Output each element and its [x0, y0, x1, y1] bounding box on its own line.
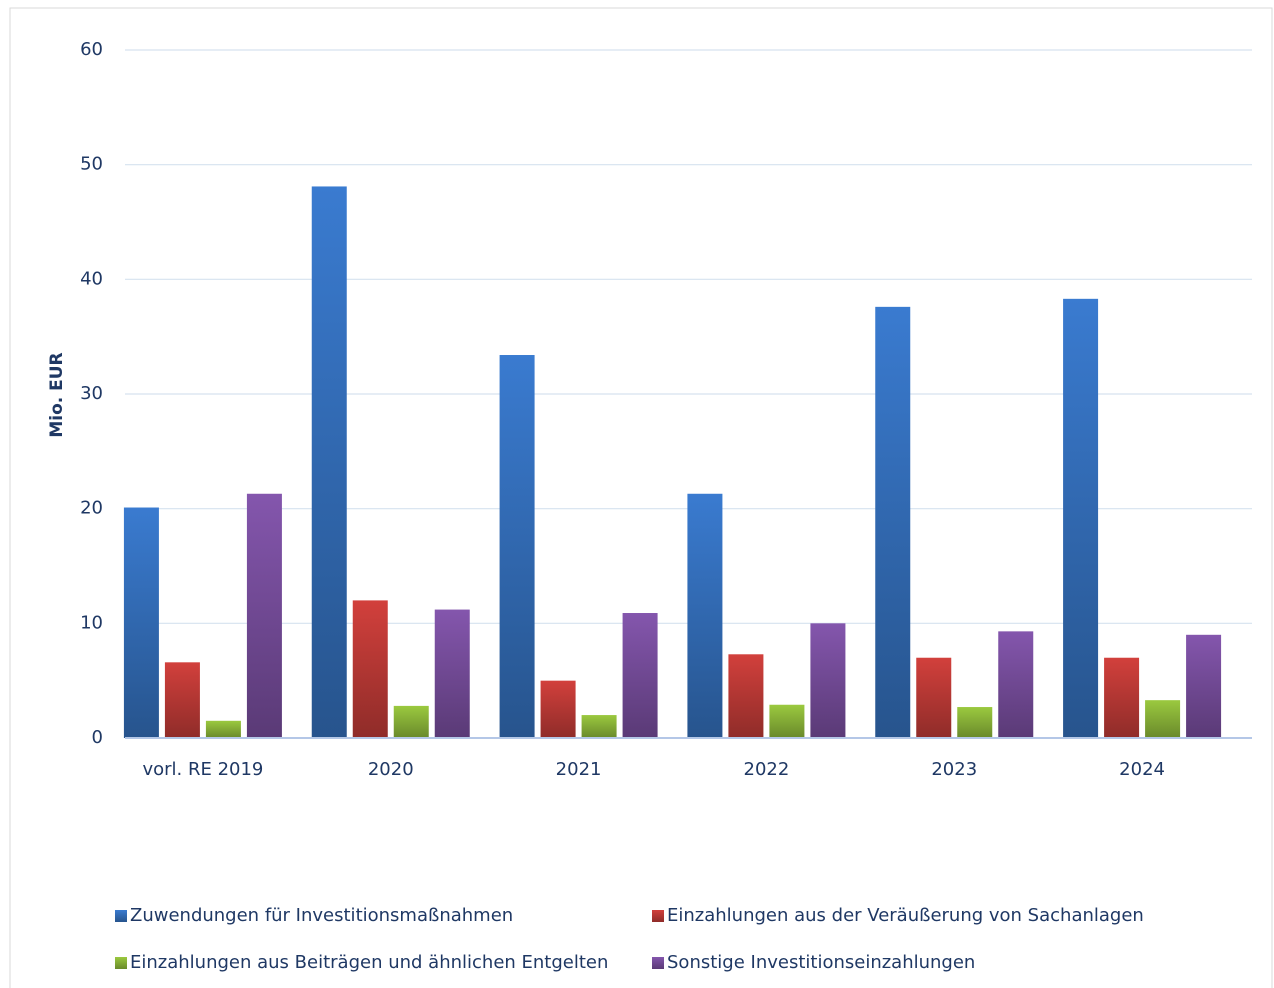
bar — [875, 306, 911, 738]
bar — [352, 600, 388, 738]
bar — [810, 623, 846, 738]
bar — [205, 720, 241, 738]
legend-swatch — [115, 910, 127, 922]
y-tick-label: 10 — [80, 612, 103, 633]
bar — [1145, 700, 1181, 738]
bar — [1104, 657, 1140, 738]
bar — [1063, 298, 1099, 738]
bar — [123, 507, 159, 738]
bar — [916, 657, 952, 738]
bar — [540, 680, 576, 738]
x-tick-label: 2024 — [1119, 759, 1165, 780]
x-tick-label: 2020 — [368, 759, 414, 780]
legend-label: Zuwendungen für Investitionsmaßnahmen — [130, 905, 513, 926]
y-axis-label: Mio. EUR — [47, 352, 67, 437]
bar — [622, 613, 658, 738]
bar — [499, 355, 535, 738]
bar — [687, 493, 723, 738]
y-tick-label: 0 — [92, 727, 103, 748]
bar — [393, 705, 429, 738]
y-tick-label: 20 — [80, 498, 103, 519]
y-tick-label: 60 — [80, 39, 103, 60]
bar — [434, 609, 470, 738]
legend-label: Sonstige Investitionseinzahlungen — [667, 952, 975, 973]
x-tick-label: 2023 — [931, 759, 977, 780]
legend-swatch — [115, 957, 127, 969]
bar — [311, 186, 347, 738]
y-tick-label: 50 — [80, 154, 103, 175]
bar — [957, 707, 993, 738]
legend-label: Einzahlungen aus der Veräußerung von Sac… — [667, 905, 1144, 926]
legend-label: Einzahlungen aus Beiträgen und ähnlichen… — [130, 952, 608, 973]
bar — [164, 662, 200, 738]
legend-swatch — [652, 910, 664, 922]
x-tick-label: 2022 — [744, 759, 790, 780]
bar — [581, 715, 617, 738]
x-tick-label: 2021 — [556, 759, 602, 780]
bar — [728, 654, 764, 738]
bar — [1186, 634, 1222, 738]
x-tick-label: vorl. RE 2019 — [142, 759, 263, 780]
chart-border — [9, 7, 1273, 988]
bar — [246, 493, 282, 738]
y-tick-label: 40 — [80, 268, 103, 289]
bar — [769, 704, 805, 738]
y-tick-label: 30 — [80, 383, 103, 404]
bar — [998, 631, 1034, 738]
legend-swatch — [652, 957, 664, 969]
